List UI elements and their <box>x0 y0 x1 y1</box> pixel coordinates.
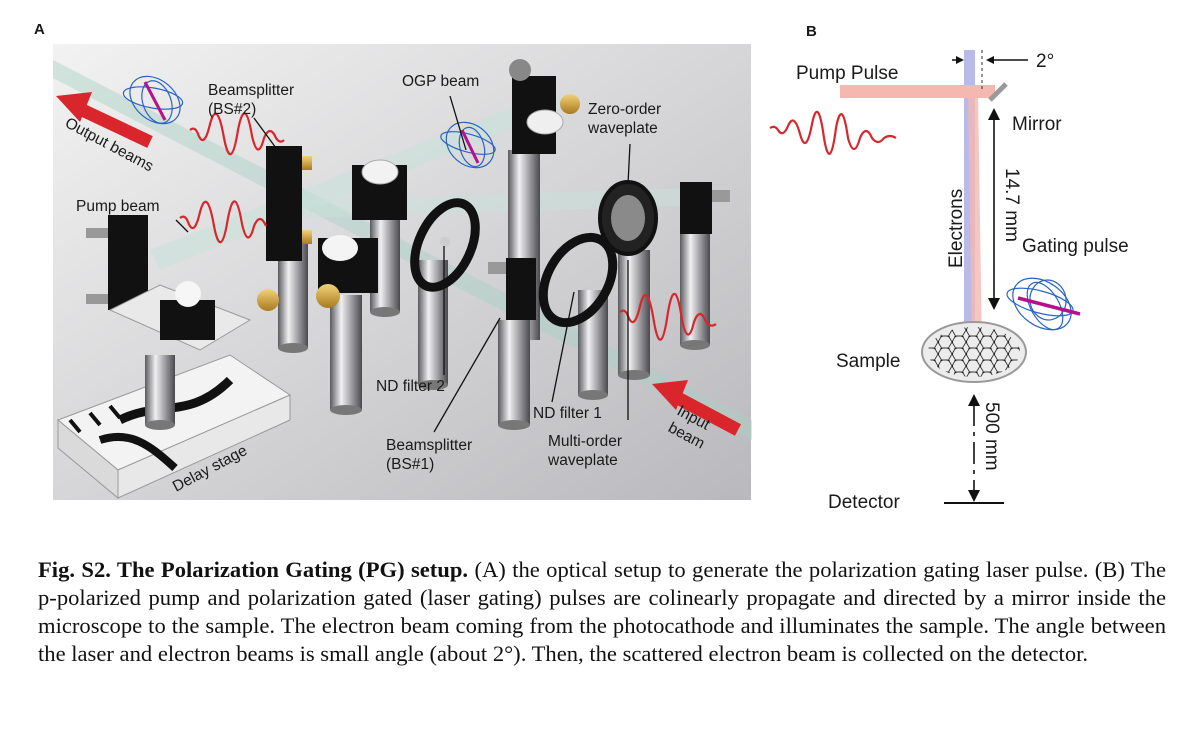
sample-disk <box>921 321 1027 383</box>
mount-bs2 <box>257 146 312 311</box>
panel-b: B <box>769 23 1129 513</box>
post-9 <box>618 250 650 380</box>
panel-a-letter: A <box>34 21 45 38</box>
nd-filter-2-mount <box>410 198 480 292</box>
caption-title: Fig. S2. The Polarization Gating (PG) se… <box>38 557 469 582</box>
post-4 <box>330 295 362 415</box>
output-gating-pulse-icon <box>122 75 184 125</box>
dimension-500 <box>968 394 980 502</box>
label-angle: 2° <box>1036 51 1054 72</box>
input-pulse-wave <box>619 292 717 341</box>
post-1 <box>145 355 175 430</box>
panel-a: A <box>34 21 752 500</box>
label-zero-order-waveplate: Zero-order waveplate <box>587 101 661 137</box>
label-beamsplitter-2: Beamsplitter (BS#2) <box>208 82 294 118</box>
gating-pulse-icon <box>1006 277 1081 331</box>
label-ogp-beam: OGP beam <box>402 73 479 90</box>
nd-filter-1-mount <box>538 232 618 328</box>
caption-text: (A) the optical setup to generate the po… <box>38 557 1166 666</box>
beam-tube <box>53 60 752 440</box>
output-pulse-wave <box>189 112 285 156</box>
mount-input-mirror <box>680 182 730 234</box>
label-mirror: Mirror <box>1012 114 1062 135</box>
label-multi-order-waveplate: Multi-order waveplate <box>547 433 622 469</box>
label-detector: Detector <box>828 492 900 513</box>
pump-pulse-beam <box>840 85 995 98</box>
label-nd-filter-1: ND filter 1 <box>533 405 602 422</box>
label-distance-500: 500 mm <box>981 402 1002 471</box>
mount-mirror-2 <box>316 159 407 308</box>
laser-beam <box>968 92 982 352</box>
label-gating-pulse: Gating pulse <box>1022 236 1129 257</box>
dimension-14-7 <box>988 108 1000 310</box>
mount-bs1 <box>488 258 536 320</box>
label-electrons: Electrons <box>946 189 967 268</box>
label-pump-pulse: Pump Pulse <box>796 63 898 84</box>
mount-ogp-mirror <box>509 59 580 154</box>
electron-beam <box>964 50 975 358</box>
ogp-gating-pulse-icon <box>440 121 496 169</box>
label-sample: Sample <box>836 351 900 372</box>
input-beam-arrow <box>652 380 742 436</box>
panel-b-letter: B <box>806 23 817 40</box>
pump-pulse-wave-b <box>769 110 897 155</box>
figure: A <box>34 21 1129 513</box>
label-pump-beam: Pump beam <box>76 198 160 215</box>
label-distance-14-7: 14.7 mm <box>1001 168 1022 242</box>
post-7 <box>498 320 530 430</box>
output-beams-arrow <box>56 92 153 148</box>
pump-pulse-wave <box>179 200 268 244</box>
figure-caption: Fig. S2. The Polarization Gating (PG) se… <box>38 556 1166 668</box>
mirror <box>988 82 1008 102</box>
leader-lines <box>175 95 631 433</box>
mount-pump-mirror <box>86 215 252 351</box>
label-nd-filter-2: ND filter 2 <box>376 378 445 395</box>
zero-order-waveplate-mount <box>598 180 658 256</box>
label-beamsplitter-1: Beamsplitter (BS#1) <box>386 437 472 473</box>
